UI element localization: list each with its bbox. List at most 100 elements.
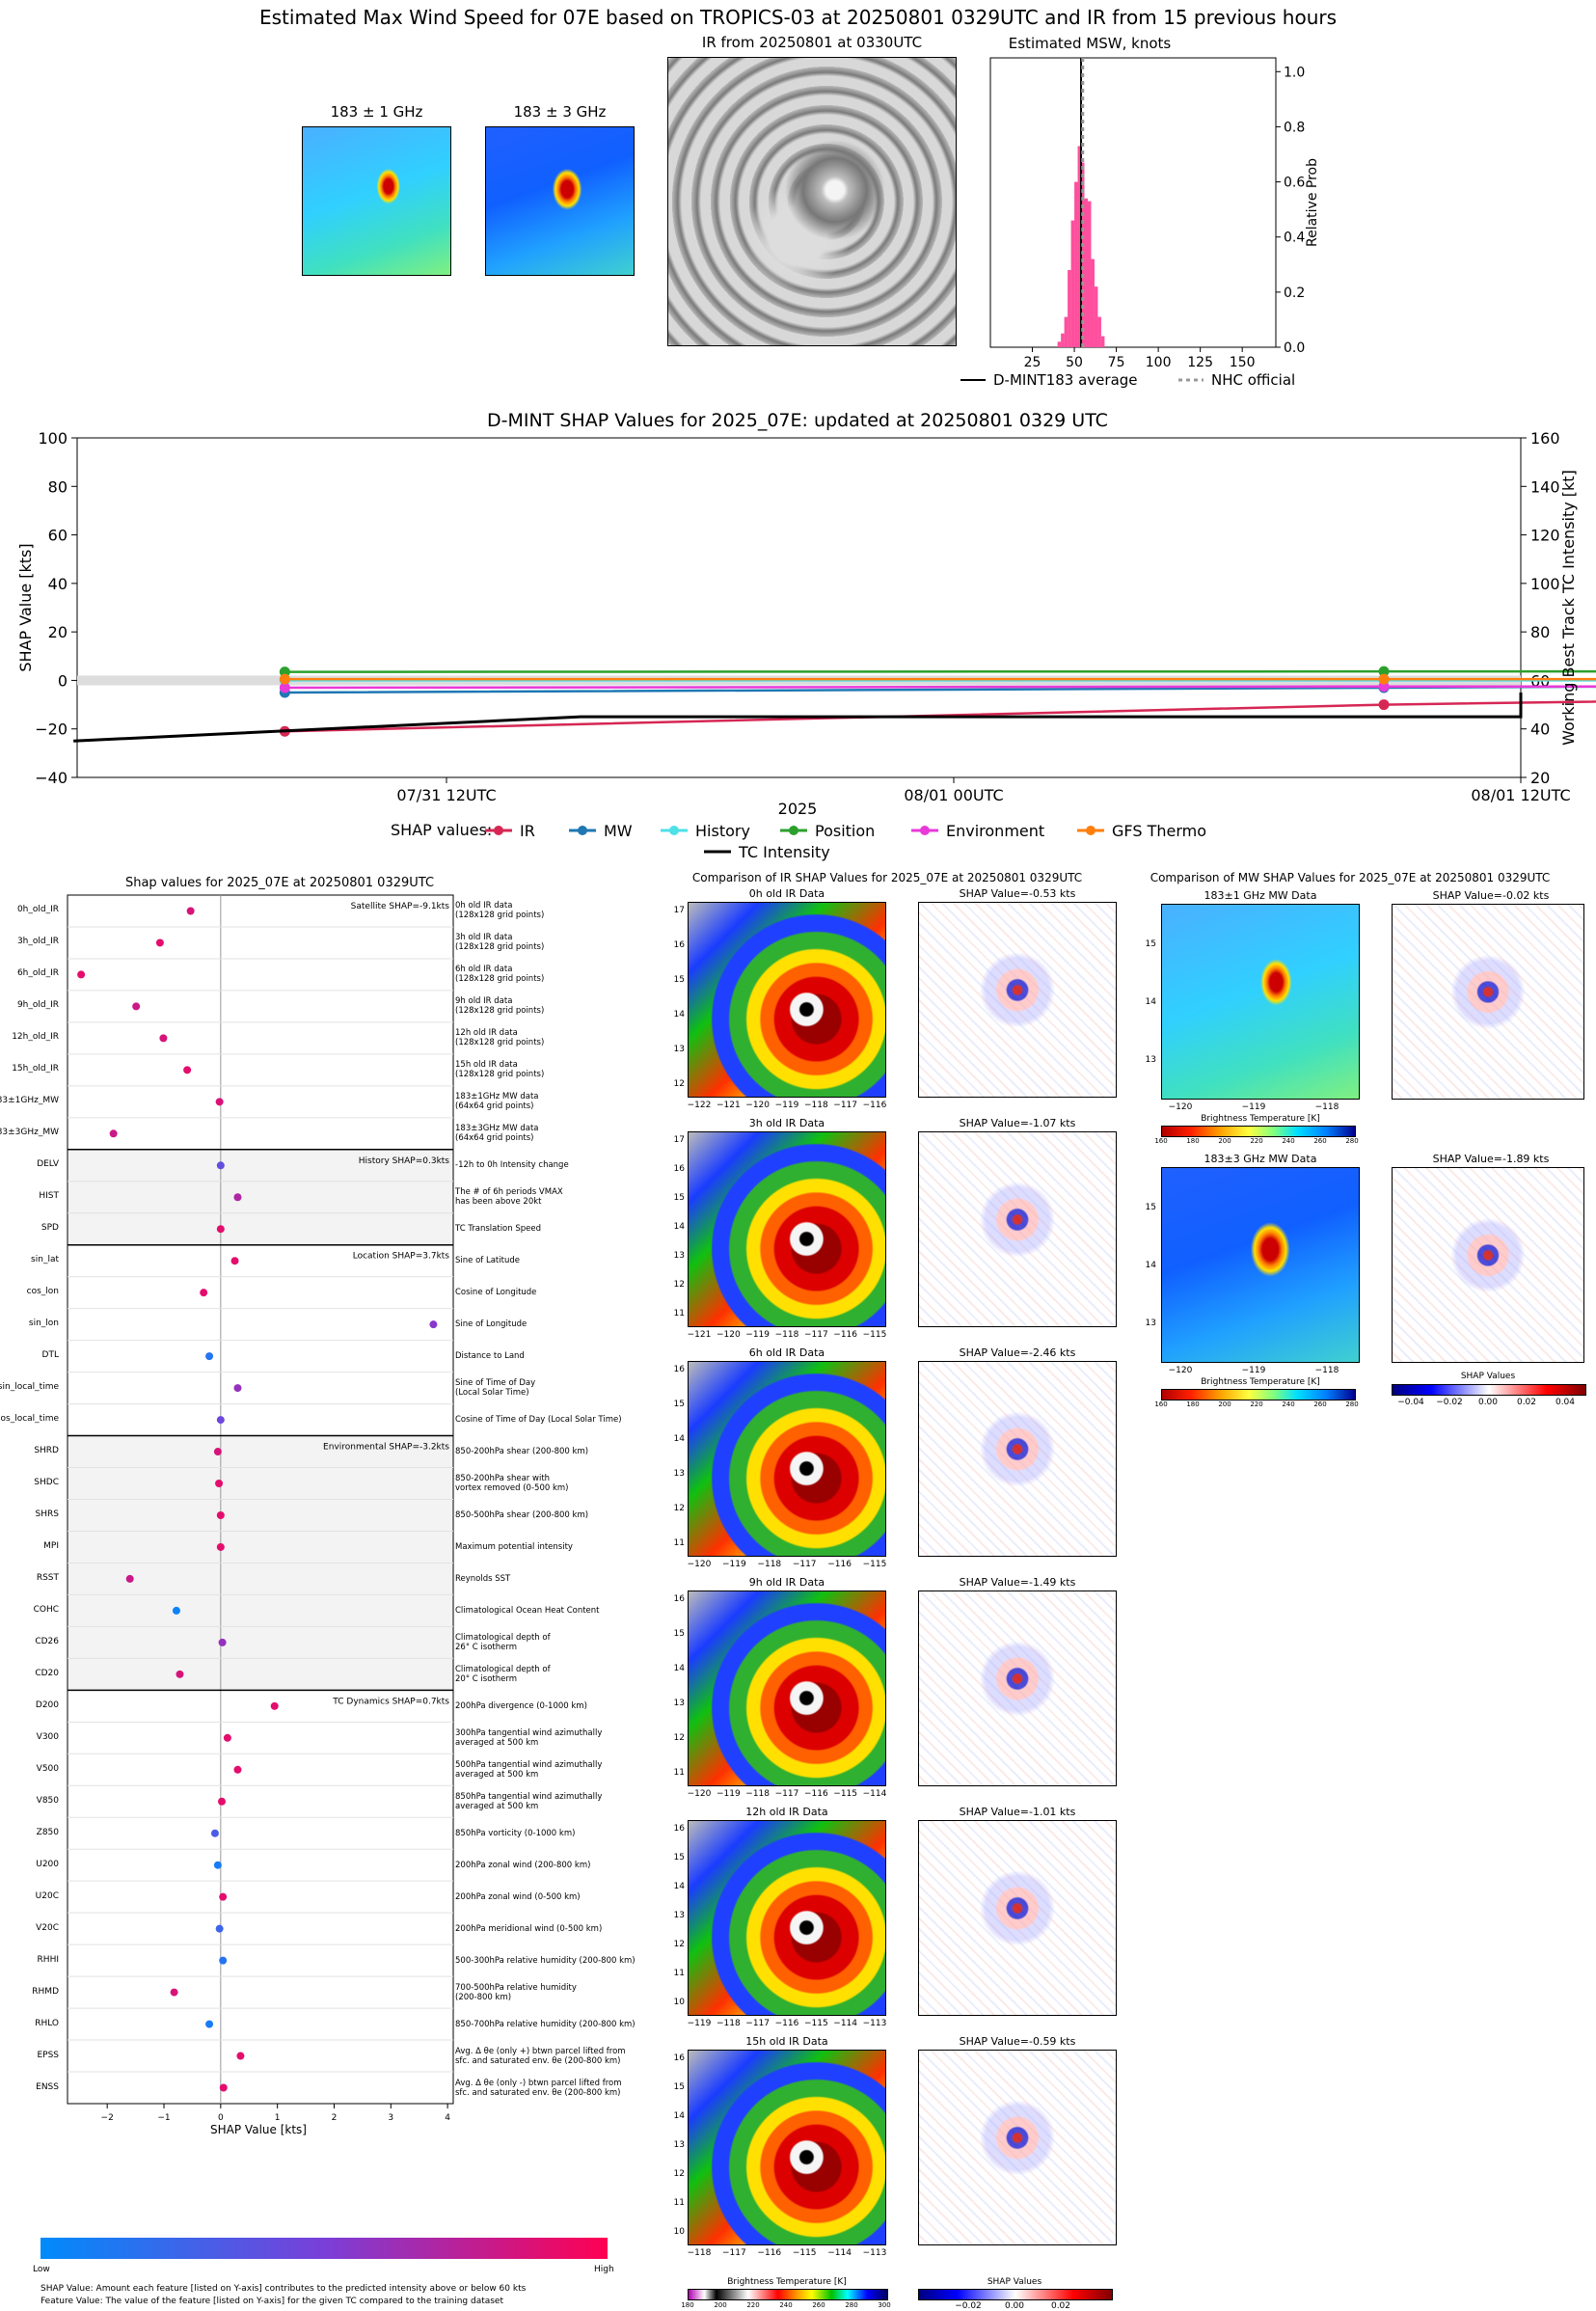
feature-description: 200hPa zonal wind (0-500 km) bbox=[455, 1891, 581, 1902]
feature-name-label: 183±1GHz_MW bbox=[0, 1096, 59, 1106]
ir-ytick: 15 bbox=[673, 1853, 685, 1862]
mw-ytick: 15 bbox=[1145, 1203, 1156, 1212]
feature-name-label: MPI bbox=[43, 1540, 59, 1551]
ir-cbar-tick: 240 bbox=[779, 2301, 793, 2309]
timeline-ytick-right-label: 100 bbox=[1530, 575, 1560, 593]
feature-description: Cosine of Longitude bbox=[455, 1288, 537, 1298]
feature-name-label: V500 bbox=[36, 1763, 59, 1774]
series-point-environment bbox=[279, 682, 290, 693]
mw-shap-title: SHAP Value=-1.89 kts bbox=[1432, 1153, 1550, 1165]
hist-bar bbox=[1057, 341, 1062, 347]
mw1-image bbox=[302, 126, 451, 276]
feature-point bbox=[230, 1257, 239, 1265]
feature-point bbox=[200, 1289, 208, 1297]
feature-name-label: DTL bbox=[41, 1350, 59, 1361]
mw-ytick: 15 bbox=[1145, 939, 1156, 949]
timeline-ytick-right-label: 120 bbox=[1530, 527, 1560, 545]
feature-description: 200hPa meridional wind (0-500 km) bbox=[455, 1923, 603, 1934]
shap-xtick-label: 3 bbox=[388, 2113, 393, 2123]
mw-cbar-tick: 200 bbox=[1218, 1400, 1231, 1408]
timeline-title: D-MINT SHAP Values for 2025_07E: updated… bbox=[487, 410, 1108, 431]
ir-xtick: −113 bbox=[862, 2248, 887, 2258]
feature-point bbox=[109, 1129, 118, 1138]
ir-ytick: 10 bbox=[673, 2227, 685, 2237]
ir-xtick: −118 bbox=[687, 2248, 712, 2258]
feature-point bbox=[233, 1193, 242, 1202]
group-label: Location SHAP=3.7kts bbox=[353, 1252, 450, 1262]
mw1-title: 183 ± 1 GHz bbox=[330, 103, 423, 121]
mw-shap-title: SHAP Value=-0.02 kts bbox=[1432, 889, 1550, 902]
feature-point bbox=[215, 1480, 224, 1488]
feature-point bbox=[216, 1161, 225, 1170]
hist-bar bbox=[1097, 316, 1101, 347]
ir-xtick: −119 bbox=[774, 1101, 799, 1110]
ir-xtick: −122 bbox=[687, 1101, 712, 1110]
feature-name-label: cos_lon bbox=[26, 1287, 59, 1297]
ir-shap-title: SHAP Value=-2.46 kts bbox=[959, 1346, 1076, 1359]
feature-point bbox=[215, 1098, 224, 1106]
hist-bar bbox=[1081, 162, 1085, 347]
feature-name-label: SHDC bbox=[34, 1478, 59, 1487]
ir-ytick: 10 bbox=[673, 1998, 685, 2007]
feature-description: 850-200hPa shear (200-800 km) bbox=[455, 1447, 589, 1457]
feature-description: 850hPa vorticity (0-1000 km) bbox=[455, 1828, 576, 1838]
feature-point bbox=[218, 1638, 227, 1646]
shap-xtick-label: 4 bbox=[445, 2113, 450, 2123]
feature-description: 200hPa divergence (0-1000 km) bbox=[455, 1700, 587, 1711]
ir-ytick: 11 bbox=[673, 2198, 685, 2208]
feature-description: 850-700hPa relative humidity (200-800 km… bbox=[455, 2019, 636, 2029]
ir-ytick: 13 bbox=[673, 1251, 685, 1261]
ir-xtick: −116 bbox=[757, 2248, 782, 2258]
ir-shap-cbar-label: SHAP Values bbox=[987, 2277, 1042, 2287]
legend-label-environment: Environment bbox=[946, 822, 1044, 840]
mw-data-image bbox=[1161, 1167, 1360, 1363]
series-point-position bbox=[279, 666, 290, 678]
feature-description: 850hPa tangential wind azimuthally avera… bbox=[455, 1791, 603, 1811]
mw-shap-colorbar bbox=[1392, 1384, 1586, 1396]
ir-ytick: 14 bbox=[673, 1434, 685, 1444]
feature-description: Reynolds SST bbox=[455, 1573, 511, 1584]
feature-point bbox=[183, 1066, 192, 1074]
main-title: Estimated Max Wind Speed for 07E based o… bbox=[258, 6, 1338, 29]
ir-ytick: 12 bbox=[673, 2169, 685, 2179]
timeline-ytick-left-label: 0 bbox=[58, 671, 68, 690]
colorbar-high: High bbox=[594, 2265, 614, 2274]
timeline-ytick-right-label: 80 bbox=[1530, 623, 1550, 641]
mw-cbar-tick: 280 bbox=[1345, 1400, 1359, 1408]
feature-description: Climatological depth of 26° C isotherm bbox=[455, 1632, 551, 1652]
feature-description: Sine of Time of Day (Local Solar Time) bbox=[455, 1378, 536, 1399]
timeline-ytick-left-label: −40 bbox=[35, 769, 68, 787]
ir-shap-title: SHAP Value=-0.59 kts bbox=[959, 2035, 1076, 2048]
legend-marker-gfs-thermo bbox=[1086, 826, 1096, 835]
feature-point bbox=[233, 1384, 242, 1393]
hist-xtick-label: 75 bbox=[1108, 355, 1125, 370]
feature-description: Sine of Longitude bbox=[455, 1319, 527, 1330]
ir-shap-image bbox=[918, 1820, 1117, 2016]
timeline-xtick-label: 07/31 12UTC bbox=[396, 786, 496, 804]
ir-colorbar bbox=[688, 2289, 888, 2300]
timeline-ytick-left-label: 80 bbox=[48, 477, 68, 496]
timeline-xtick-label: 08/01 12UTC bbox=[1471, 786, 1570, 804]
feature-name-label: RHMD bbox=[32, 1986, 59, 1997]
ir-data-image bbox=[688, 1131, 886, 1327]
series-line-environment bbox=[284, 685, 1596, 690]
mw-xtick: −120 bbox=[1168, 1102, 1193, 1112]
shap-xtick-label: 2 bbox=[332, 2113, 338, 2123]
ir-cbar-tick: 220 bbox=[746, 2301, 760, 2309]
ir-xtick: −115 bbox=[862, 1560, 887, 1569]
ir-ytick: 15 bbox=[673, 975, 685, 985]
mw-shap-image bbox=[1392, 1167, 1584, 1363]
feature-description: 700-500hPa relative humidity (200-800 km… bbox=[455, 1982, 577, 2002]
ir-shap-image bbox=[918, 1131, 1117, 1327]
shap-panel-title: Shap values for 2025_07E at 20250801 032… bbox=[125, 876, 434, 890]
feature-description: Maximum potential intensity bbox=[455, 1541, 573, 1552]
feature-description: -12h to 0h Intensity change bbox=[455, 1160, 569, 1171]
ir-xtick: −115 bbox=[803, 2019, 828, 2028]
legend-label-history: History bbox=[695, 822, 750, 840]
mw-cbar-tick: 280 bbox=[1345, 1137, 1359, 1145]
feature-point bbox=[216, 1542, 225, 1551]
feature-name-label: HIST bbox=[39, 1191, 59, 1202]
ir-ytick: 11 bbox=[673, 1768, 685, 1778]
hist-ytick-label: 0.2 bbox=[1284, 285, 1305, 301]
mw-cbar-tick: 220 bbox=[1250, 1400, 1263, 1408]
